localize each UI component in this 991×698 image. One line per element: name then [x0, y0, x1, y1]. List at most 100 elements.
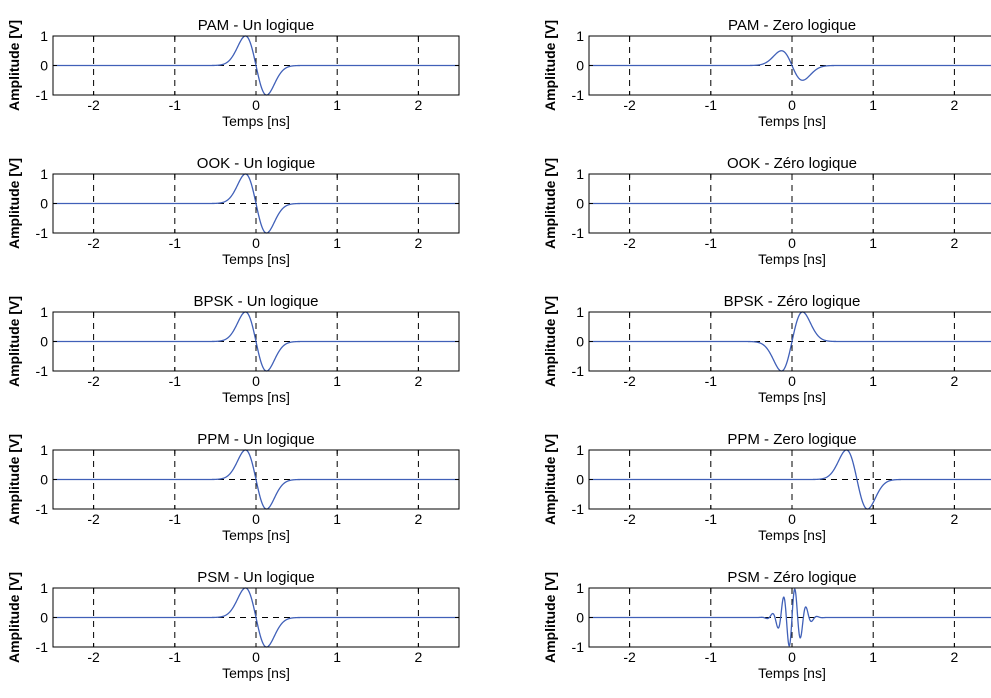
x-tick-label: -2: [623, 649, 636, 665]
x-tick-label: 0: [252, 235, 260, 251]
y-tick-label: 1: [576, 28, 584, 44]
x-tick-label: -1: [169, 235, 182, 251]
x-tick-label: 0: [788, 235, 796, 251]
panel-10: PSM - Zéro logique -2 -1 0 1 2 -1 0 1 Temps [ns] A…: [542, 569, 991, 681]
x-axis-label: Temps [ns]: [758, 389, 826, 405]
panel-title: PSM - Un logique: [197, 569, 315, 586]
y-tick-label: 1: [576, 442, 584, 458]
y-tick-label: -1: [36, 225, 49, 241]
y-axis-label: Amplitude [V]: [6, 434, 22, 525]
x-tick-label: 0: [788, 511, 796, 527]
x-axis-label: Temps [ns]: [758, 113, 826, 129]
panel-4: OOK - Zéro logique -2 -1 0 1 2 -1 0 1 Temps [ns] A…: [542, 155, 991, 267]
x-axis-label: Temps [ns]: [222, 527, 290, 543]
x-tick-label: 1: [869, 649, 877, 665]
y-tick-label: 1: [40, 166, 48, 182]
panel-3: OOK - Un logique -2 -1 0 1 2 -1 0 1 Temps [ns] Amp…: [6, 155, 460, 267]
x-axis-label: Temps [ns]: [222, 251, 290, 267]
y-tick-label: 0: [40, 196, 48, 212]
y-tick-label: -1: [572, 363, 585, 379]
y-axis-label: Amplitude [V]: [6, 572, 22, 663]
x-tick-label: 2: [951, 649, 959, 665]
y-tick-label: 1: [576, 166, 584, 182]
y-tick-label: 0: [576, 610, 584, 626]
signal-line: [589, 588, 991, 647]
y-axis-label: Amplitude [V]: [542, 296, 558, 387]
signal-line: [53, 587, 459, 648]
y-tick-label: -1: [572, 225, 585, 241]
y-tick-label: -1: [572, 639, 585, 655]
y-tick-label: 0: [576, 334, 584, 350]
y-tick-label: 1: [40, 28, 48, 44]
y-axis-label: Amplitude [V]: [542, 20, 558, 111]
x-tick-label: 0: [252, 97, 260, 113]
x-axis-label: Temps [ns]: [758, 527, 826, 543]
x-tick-label: 1: [869, 511, 877, 527]
panel-title: OOK - Zéro logique: [727, 155, 857, 172]
x-tick-label: 2: [951, 235, 959, 251]
x-tick-label: -2: [87, 97, 100, 113]
y-tick-label: -1: [36, 639, 49, 655]
panel-title: PPM - Zero logique: [727, 431, 856, 448]
x-axis-label: Temps [ns]: [758, 665, 826, 681]
x-tick-label: -1: [705, 235, 718, 251]
panel-9: PSM - Un logique -2 -1 0 1 2 -1 0 1 Temps [ns] Amp…: [6, 569, 460, 681]
panel-title: PPM - Un logique: [197, 431, 315, 448]
panel-5: BPSK - Un logique -2 -1 0 1 2 -1 0 1 Temps [ns] Am…: [6, 293, 460, 405]
x-tick-label: 0: [788, 97, 796, 113]
panel-1: PAM - Un logique -2 -1 0 1 2 -1 0 1 Temps [ns] Amp…: [6, 17, 460, 129]
y-tick-label: -1: [36, 87, 49, 103]
x-tick-label: 0: [252, 373, 260, 389]
signal-line: [53, 449, 459, 510]
y-tick-label: -1: [36, 363, 49, 379]
y-axis-label: Amplitude [V]: [6, 20, 22, 111]
x-tick-label: -2: [623, 97, 636, 113]
panel-7: PPM - Un logique -2 -1 0 1 2 -1 0 1 Temps [ns] Amp…: [6, 431, 460, 543]
x-tick-label: -2: [623, 511, 636, 527]
x-tick-label: 1: [869, 235, 877, 251]
panel-6: BPSK - Zéro logique -2 -1 0 1 2 -1 0 1 Temps [ns]…: [542, 293, 991, 405]
panel-title: BPSK - Zéro logique: [724, 293, 861, 310]
x-tick-label: 1: [869, 97, 877, 113]
x-tick-label: 2: [951, 97, 959, 113]
y-tick-label: -1: [572, 87, 585, 103]
panel-title: PSM - Zéro logique: [727, 569, 856, 586]
panel-8: PPM - Zero logique -2 -1 0 1 2 -1 0 1 Temps [ns] A…: [542, 431, 991, 543]
x-tick-label: 2: [415, 97, 423, 113]
x-tick-label: 0: [788, 373, 796, 389]
x-tick-label: 1: [333, 97, 341, 113]
y-tick-label: 0: [40, 334, 48, 350]
x-tick-label: -2: [623, 235, 636, 251]
y-tick-label: 1: [576, 580, 584, 596]
x-axis-label: Temps [ns]: [758, 251, 826, 267]
panel-2: PAM - Zero logique -2 -1 0 1 2 -1 0 1 Temps [ns] A…: [542, 17, 991, 129]
x-axis-label: Temps [ns]: [222, 389, 290, 405]
x-tick-label: 1: [333, 649, 341, 665]
x-tick-label: 0: [788, 649, 796, 665]
x-tick-label: 0: [252, 649, 260, 665]
y-tick-label: -1: [36, 501, 49, 517]
y-tick-label: 0: [576, 58, 584, 74]
signal-line: [53, 311, 459, 372]
x-tick-label: 0: [252, 511, 260, 527]
y-tick-label: -1: [572, 501, 585, 517]
y-axis-label: Amplitude [V]: [6, 296, 22, 387]
x-tick-label: -1: [169, 373, 182, 389]
x-tick-label: 1: [869, 373, 877, 389]
panel-title: PAM - Zero logique: [728, 17, 856, 34]
y-axis-label: Amplitude [V]: [542, 158, 558, 249]
x-tick-label: 2: [951, 373, 959, 389]
x-tick-label: 2: [951, 511, 959, 527]
signal-line: [53, 35, 459, 96]
x-tick-label: 2: [415, 235, 423, 251]
x-tick-label: -2: [87, 511, 100, 527]
x-tick-label: -1: [705, 511, 718, 527]
x-tick-label: -2: [87, 649, 100, 665]
x-tick-label: 1: [333, 373, 341, 389]
y-axis-label: Amplitude [V]: [6, 158, 22, 249]
panel-title: BPSK - Un logique: [193, 293, 318, 310]
y-axis-label: Amplitude [V]: [542, 434, 558, 525]
x-axis-label: Temps [ns]: [222, 113, 290, 129]
x-tick-label: -2: [87, 235, 100, 251]
